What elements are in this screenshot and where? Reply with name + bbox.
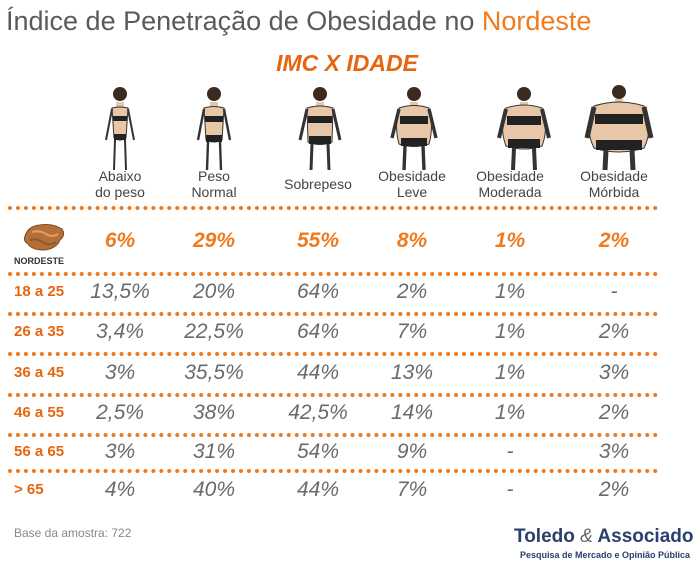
row-divider	[8, 206, 658, 210]
table-cell: 2,5%	[96, 401, 144, 424]
table-cell: 13%	[390, 361, 434, 384]
table-cell: 42,5%	[288, 401, 348, 424]
brand-name-a: Toledo	[514, 526, 581, 547]
row-label: 46 a 55	[14, 404, 65, 421]
row-label-nordeste: NORDESTE	[14, 256, 65, 266]
table-cell: -	[506, 440, 514, 463]
row-divider	[8, 312, 658, 316]
brand-amp: &	[580, 526, 593, 547]
table-cell: 2%	[598, 478, 630, 501]
table-cell: 4%	[104, 478, 136, 501]
table-cell: 13,5%	[90, 280, 150, 303]
column-header: Obesidade Moderada	[455, 168, 565, 200]
row-divider	[8, 393, 658, 397]
table-cell: 20%	[192, 280, 236, 303]
figure-overweight-icon	[298, 87, 342, 171]
row-label: 36 a 45	[14, 364, 65, 381]
column-header-line: Sobrepeso	[284, 176, 352, 192]
table-cell: -	[610, 280, 618, 303]
row-label: 26 a 35	[14, 323, 65, 340]
table-cell: 38%	[192, 401, 236, 424]
table-cell: 40%	[192, 478, 236, 501]
column-header-line: do peso	[95, 184, 145, 200]
chart-subtitle: IMC X IDADE	[276, 50, 418, 76]
column-header-line: Obesidade	[378, 168, 446, 184]
figure-underweight-icon	[105, 87, 135, 171]
figure-obesity-mild-icon	[390, 87, 438, 171]
column-header: Obesidade Mórbida	[559, 168, 669, 200]
table-cell: 54%	[296, 440, 340, 463]
table-cell: 2%	[598, 320, 630, 343]
table-cell: 3%	[104, 361, 136, 384]
table-cell: 7%	[396, 478, 428, 501]
table-cell: 1%	[494, 320, 526, 343]
column-header: Sobrepeso	[263, 168, 373, 192]
table-cell: 44%	[296, 361, 340, 384]
column-header-line: Abaixo	[98, 168, 142, 184]
row-divider	[8, 433, 658, 437]
table-cell: 1%	[494, 401, 526, 424]
figure-obesity-morbid-icon	[584, 85, 654, 171]
column-header: Peso Normal	[159, 168, 269, 200]
table-cell: 44%	[296, 478, 340, 501]
table-cell: 35,5%	[184, 361, 244, 384]
column-header-line: Peso	[198, 168, 230, 184]
row-label: > 65	[14, 481, 44, 498]
table-cell: 6%	[104, 229, 136, 252]
table-cell: 7%	[396, 320, 428, 343]
row-divider	[8, 272, 658, 276]
table-cell: 1%	[494, 280, 526, 303]
figure-normal-weight-icon	[196, 87, 232, 171]
table-cell: 2%	[598, 401, 630, 424]
table-cell: 55%	[296, 229, 340, 252]
table-cell: 3%	[598, 361, 630, 384]
column-header-line: Mórbida	[588, 184, 640, 200]
table-cell: 29%	[192, 229, 236, 252]
table-cell: -	[506, 478, 514, 501]
title-accent: Nordeste	[481, 6, 592, 36]
sample-base-note: Base da amostra: 722	[14, 526, 132, 540]
nordeste-map-icon	[23, 224, 65, 251]
brand-logo: Toledo & Associados	[514, 526, 694, 548]
row-label: 56 a 65	[14, 443, 65, 460]
page-title: Índice de Penetração de Obesidade no Nor…	[6, 6, 591, 37]
column-header-line: Obesidade	[580, 168, 648, 184]
table-cell: 3%	[598, 440, 630, 463]
figure-obesity-moderate-icon	[497, 87, 551, 171]
column-header-line: Normal	[191, 184, 237, 200]
column-header-line: Leve	[396, 184, 428, 200]
table-cell: 8%	[396, 229, 428, 252]
row-label: 18 a 25	[14, 283, 65, 300]
table-cell: 9%	[396, 440, 428, 463]
table-cell: 2%	[396, 280, 428, 303]
table-cell: 31%	[192, 440, 236, 463]
column-header-line: Moderada	[478, 184, 542, 200]
table-cell: 14%	[390, 401, 434, 424]
brand-name-b: Associados	[592, 526, 694, 547]
table-cell: 1%	[494, 361, 526, 384]
row-divider	[8, 352, 658, 356]
column-header: Obesidade Leve	[357, 168, 467, 200]
table-cell: 64%	[296, 280, 340, 303]
table-cell: 64%	[296, 320, 340, 343]
table-cell: 2%	[598, 229, 630, 252]
column-header: Abaixo do peso	[65, 168, 175, 200]
table-cell: 3%	[104, 440, 136, 463]
table-cell: 22,5%	[184, 320, 244, 343]
column-header-line: Obesidade	[476, 168, 544, 184]
title-main: Índice de Penetração de Obesidade no	[6, 6, 482, 36]
row-divider	[8, 469, 658, 473]
table-cell: 1%	[494, 229, 526, 252]
table-cell: 3,4%	[96, 320, 144, 343]
brand-tagline: Pesquisa de Mercado e Opinião Pública	[520, 550, 691, 560]
